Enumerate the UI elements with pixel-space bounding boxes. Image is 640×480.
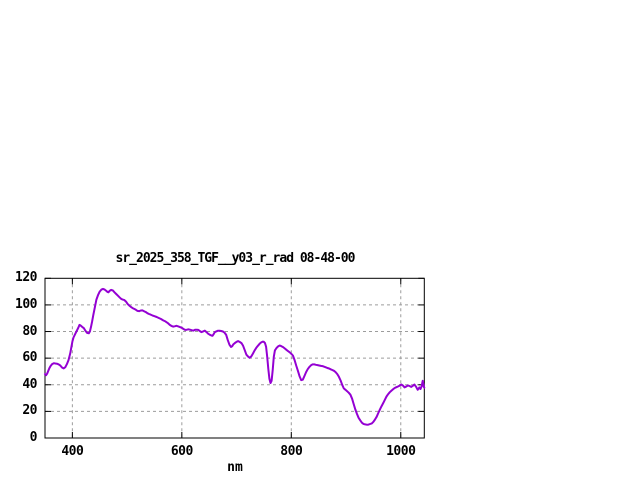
x-tick-label: 400 bbox=[61, 444, 84, 459]
x-tick-label: 600 bbox=[170, 444, 193, 459]
x-tick-label: 800 bbox=[280, 444, 303, 459]
x-tick-label: 1000 bbox=[386, 444, 416, 459]
chart-title: sr_2025_358_TGF__y03_r_rad 08-48-00 bbox=[115, 251, 356, 266]
x-axis-label: nm bbox=[227, 460, 243, 475]
plot-frame bbox=[44, 277, 425, 439]
y-tick-label: 0 bbox=[29, 430, 38, 445]
y-tick-label: 120 bbox=[15, 270, 37, 286]
y-tick-label: 80 bbox=[22, 323, 37, 339]
y-tick-label: 20 bbox=[22, 403, 37, 419]
y-tick-label: 40 bbox=[22, 376, 37, 392]
y-tick-label: 60 bbox=[22, 350, 37, 366]
data-curve bbox=[44, 287, 426, 426]
y-tick-label: 100 bbox=[15, 296, 37, 312]
